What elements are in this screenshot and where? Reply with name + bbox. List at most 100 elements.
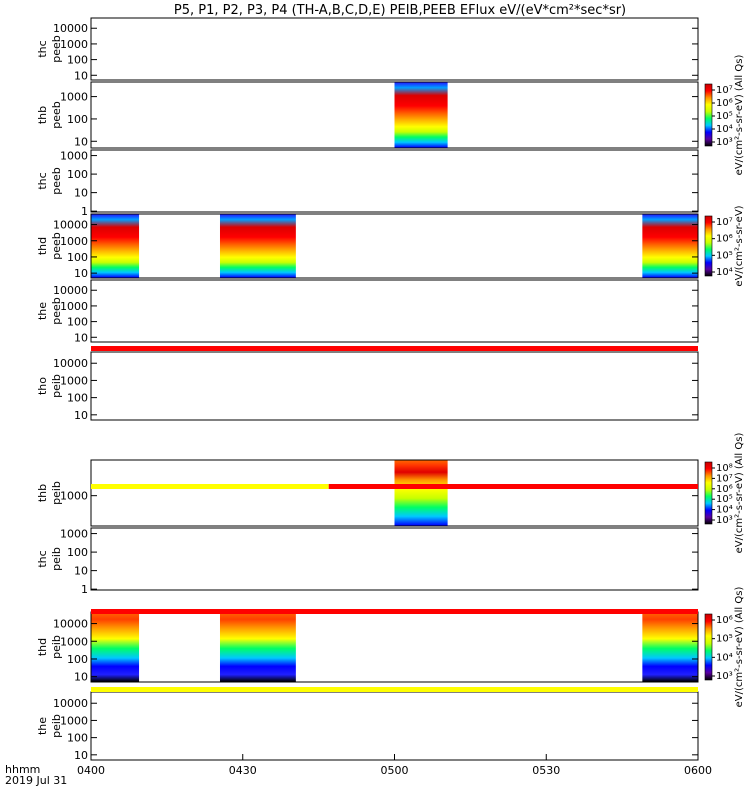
ylabel-probe-thd-peeb: thd [36,237,49,255]
ytick-label-the-peib-2: 100 [67,732,88,745]
colorbar-title-thb-peib: eV/(cm²-s-sr-eV) (All Qs) [734,433,745,554]
colorbar-label-thb-peeb-2: 10⁵ [716,111,733,122]
ytick-label-thd-peib-3: 10 [74,671,88,684]
ylabel-probe-the-peib: the [36,717,49,735]
ytick-label-the-peeb-0: 10000 [53,284,88,297]
panel-thb-peeb: 1000 100 10 thb peeb 10⁷ 10⁶ 10⁵ 10⁴ 10³ eV/(cm²-s… [36,55,745,176]
ytick-label-thd-peib-2: 100 [67,653,88,666]
spectrogram-block-thd-peeb-2 [642,214,698,278]
colorbar-title-thd-peib: eV/(cm²-s-sr-eV) (All Qs) [734,587,745,708]
ylabel-probe-the-peeb: the [36,302,49,320]
colorbar-label-thd-peib-2: 10⁴ [716,652,733,663]
chart-title: P5, P1, P2, P3, P4 (TH-A,B,C,D,E) PEIB,P… [174,3,626,18]
ytick-label-thc-peib-2: 10 [74,565,88,578]
panel-frame-thb-peeb [90,81,699,149]
spectrogram-block-thb-peeb-0 [394,82,448,148]
flag-bar-1-segment-0 [91,484,329,489]
panel-thd-peeb: 10000 1000 100 10 thd peeb 10⁷ 10⁶ 10⁵ 10⁴ eV/(cm²… [36,205,745,286]
ytick-label-thd-peeb-2: 100 [67,251,88,264]
colorbar-label-thb-peib-2: 10⁶ [716,484,733,495]
xtick-label-1: 0430 [229,764,257,777]
ylabel-product-tha-peib: peib [50,374,63,398]
ylabel-probe-thb-peeb: thb [36,106,49,124]
ylabel-product-thc-peib: peib [50,547,63,571]
ylabel-product-tha-peeb: peeb [50,35,63,63]
panel-frame-thd-peeb [90,213,699,279]
ytick-label-tha-peeb-1: 1000 [60,38,88,51]
ytick-label-thc-peib-0: 1000 [60,528,88,541]
ytick-label-the-peeb-2: 100 [67,316,88,329]
ytick-label-the-peeb-1: 1000 [60,300,88,313]
colorbar-label-thd-peib-1: 10⁵ [716,634,733,645]
ylabel-probe-thd-peib: thd [36,638,49,656]
colorbar-title-thb-peeb: eV/(cm²-s-sr-eV) (All Qs) [734,55,745,176]
ytick-label-the-peib-3: 10 [74,749,88,762]
colorbar-label-thd-peeb-2: 10⁵ [716,250,733,261]
spectrogram-block-thd-peib-2 [642,612,698,682]
ytick-label-tha-peeb-2: 100 [67,54,88,67]
ylabel-probe-thc-peeb: thc [36,172,49,189]
colorbar-label-thd-peeb-1: 10⁶ [716,234,733,245]
ytick-label-thb-peeb-1: 100 [67,113,88,126]
ytick-label-the-peib-1: 1000 [60,714,88,727]
panel-frame-thb-peib [90,459,699,527]
colorbar-label-thb-peib-4: 10⁴ [716,505,733,516]
ytick-label-thd-peeb-3: 10 [74,267,88,280]
ylabel-probe-thc-peib: thc [36,550,49,567]
flag-bar-1-segment-1 [328,484,698,489]
ylabel-probe-tha-peib: tho [36,377,49,395]
ytick-label-thb-peeb-0: 1000 [60,91,88,104]
ylabel-product-thc-peeb: peeb [50,167,63,195]
ylabel-product-thd-peeb: peeb [50,232,63,260]
flag-bar-3-segment-0 [91,687,698,692]
colorbar-title-thd-peeb: eV/(cm²-s-sr-eV) [734,205,745,286]
ylabel-product-thb-peib: peib [50,481,63,505]
quality-flag-bars [91,346,698,692]
panel-the-peib: 10000 1000 100 10 the peib [36,691,699,762]
ylabel-product-the-peeb: peeb [50,297,63,325]
colorbar-label-thb-peib-5: 10³ [716,515,733,526]
colorbar-label-thb-peeb-4: 10³ [716,137,733,148]
ytick-label-the-peib-0: 10000 [53,697,88,710]
colorbar-label-thb-peib-3: 10⁵ [716,494,733,505]
ytick-label-thc-peeb-1: 100 [67,168,88,181]
colorbar-thb-peeb [704,83,713,147]
ylabel-product-thb-peeb: peeb [50,101,63,129]
flag-bar-2-segment-0 [91,609,698,614]
panel-frame-the-peib [90,691,699,761]
ytick-label-tha-peeb-3: 10 [74,69,88,82]
colorbar-thb-peib [704,461,713,525]
colorbar-label-thb-peeb-0: 10⁷ [716,85,733,96]
ytick-label-thc-peeb-0: 1000 [60,150,88,163]
colorbar-thd-peib [704,613,713,681]
ytick-label-thd-peeb-1: 1000 [60,235,88,248]
ytick-label-thc-peeb-2: 10 [74,187,88,200]
panel-frame-thc-peib [90,527,699,591]
panel-frame-tha-peib [90,351,699,421]
ytick-label-tha-peeb-0: 10000 [53,22,88,35]
colorbar-label-thb-peeb-3: 10⁴ [716,124,733,135]
xtick-label-3: 0530 [532,764,560,777]
spectrogram-block-thd-peeb-1 [219,214,296,278]
ytick-label-tha-peib-2: 100 [67,392,88,405]
colorbar-label-thd-peib-3: 10³ [716,671,733,682]
x-axis: 0400 0430 0500 0530 0600 [77,754,712,777]
panel-frame-thd-peib [90,611,699,683]
panel-thc-peeb: 1000 100 10 1 thc peeb [36,149,699,218]
colorbar-thd-peeb [704,215,713,277]
panel-thc-peib: 1000 100 10 1 thc peib [36,527,699,596]
colorbar-label-thd-peeb-3: 10⁴ [716,267,733,278]
ytick-label-thd-peib-0: 10000 [53,618,88,631]
ytick-label-tha-peib-1: 1000 [60,374,88,387]
spectrogram-block-thd-peib-1 [219,612,296,682]
ylabel-product-thd-peib: peib [50,635,63,659]
spectrogram-block-thd-peib-0 [91,612,140,682]
xtick-label-4: 0600 [684,764,712,777]
xtick-label-2: 0500 [381,764,409,777]
ylabel-product-the-peib: peib [50,714,63,738]
ytick-label-tha-peib-0: 10000 [53,357,88,370]
colorbar-label-thb-peib-1: 10⁷ [716,473,733,484]
